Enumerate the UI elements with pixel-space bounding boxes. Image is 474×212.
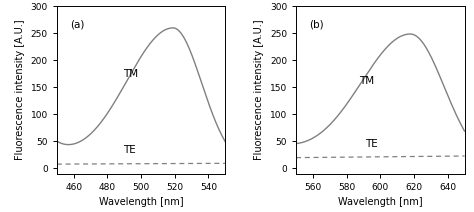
Text: (a): (a) — [70, 20, 85, 30]
Y-axis label: Fluorescence intensity [A.U.]: Fluorescence intensity [A.U.] — [254, 20, 264, 160]
Y-axis label: Fluorescence intensity [A.U.]: Fluorescence intensity [A.U.] — [15, 20, 25, 160]
Text: TE: TE — [123, 145, 136, 155]
Text: TM: TM — [359, 76, 374, 86]
Text: TE: TE — [365, 139, 378, 149]
X-axis label: Wavelength [nm]: Wavelength [nm] — [338, 197, 423, 207]
Text: TM: TM — [123, 69, 138, 79]
Text: (b): (b) — [310, 20, 324, 30]
X-axis label: Wavelength [nm]: Wavelength [nm] — [99, 197, 183, 207]
